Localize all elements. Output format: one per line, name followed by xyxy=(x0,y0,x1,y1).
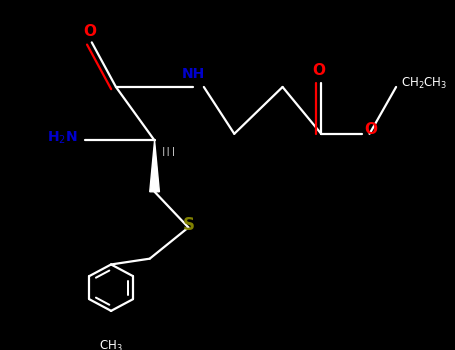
Text: |||: ||| xyxy=(160,147,177,156)
Text: H$_2$N: H$_2$N xyxy=(46,130,77,146)
Text: O: O xyxy=(83,24,96,39)
Text: S: S xyxy=(182,216,194,234)
Polygon shape xyxy=(150,140,159,192)
Text: CH$_3$: CH$_3$ xyxy=(99,338,123,350)
Text: O: O xyxy=(312,63,325,78)
Text: NH: NH xyxy=(182,67,205,81)
Text: O: O xyxy=(365,122,378,137)
Text: CH$_2$CH$_3$: CH$_2$CH$_3$ xyxy=(401,76,447,91)
